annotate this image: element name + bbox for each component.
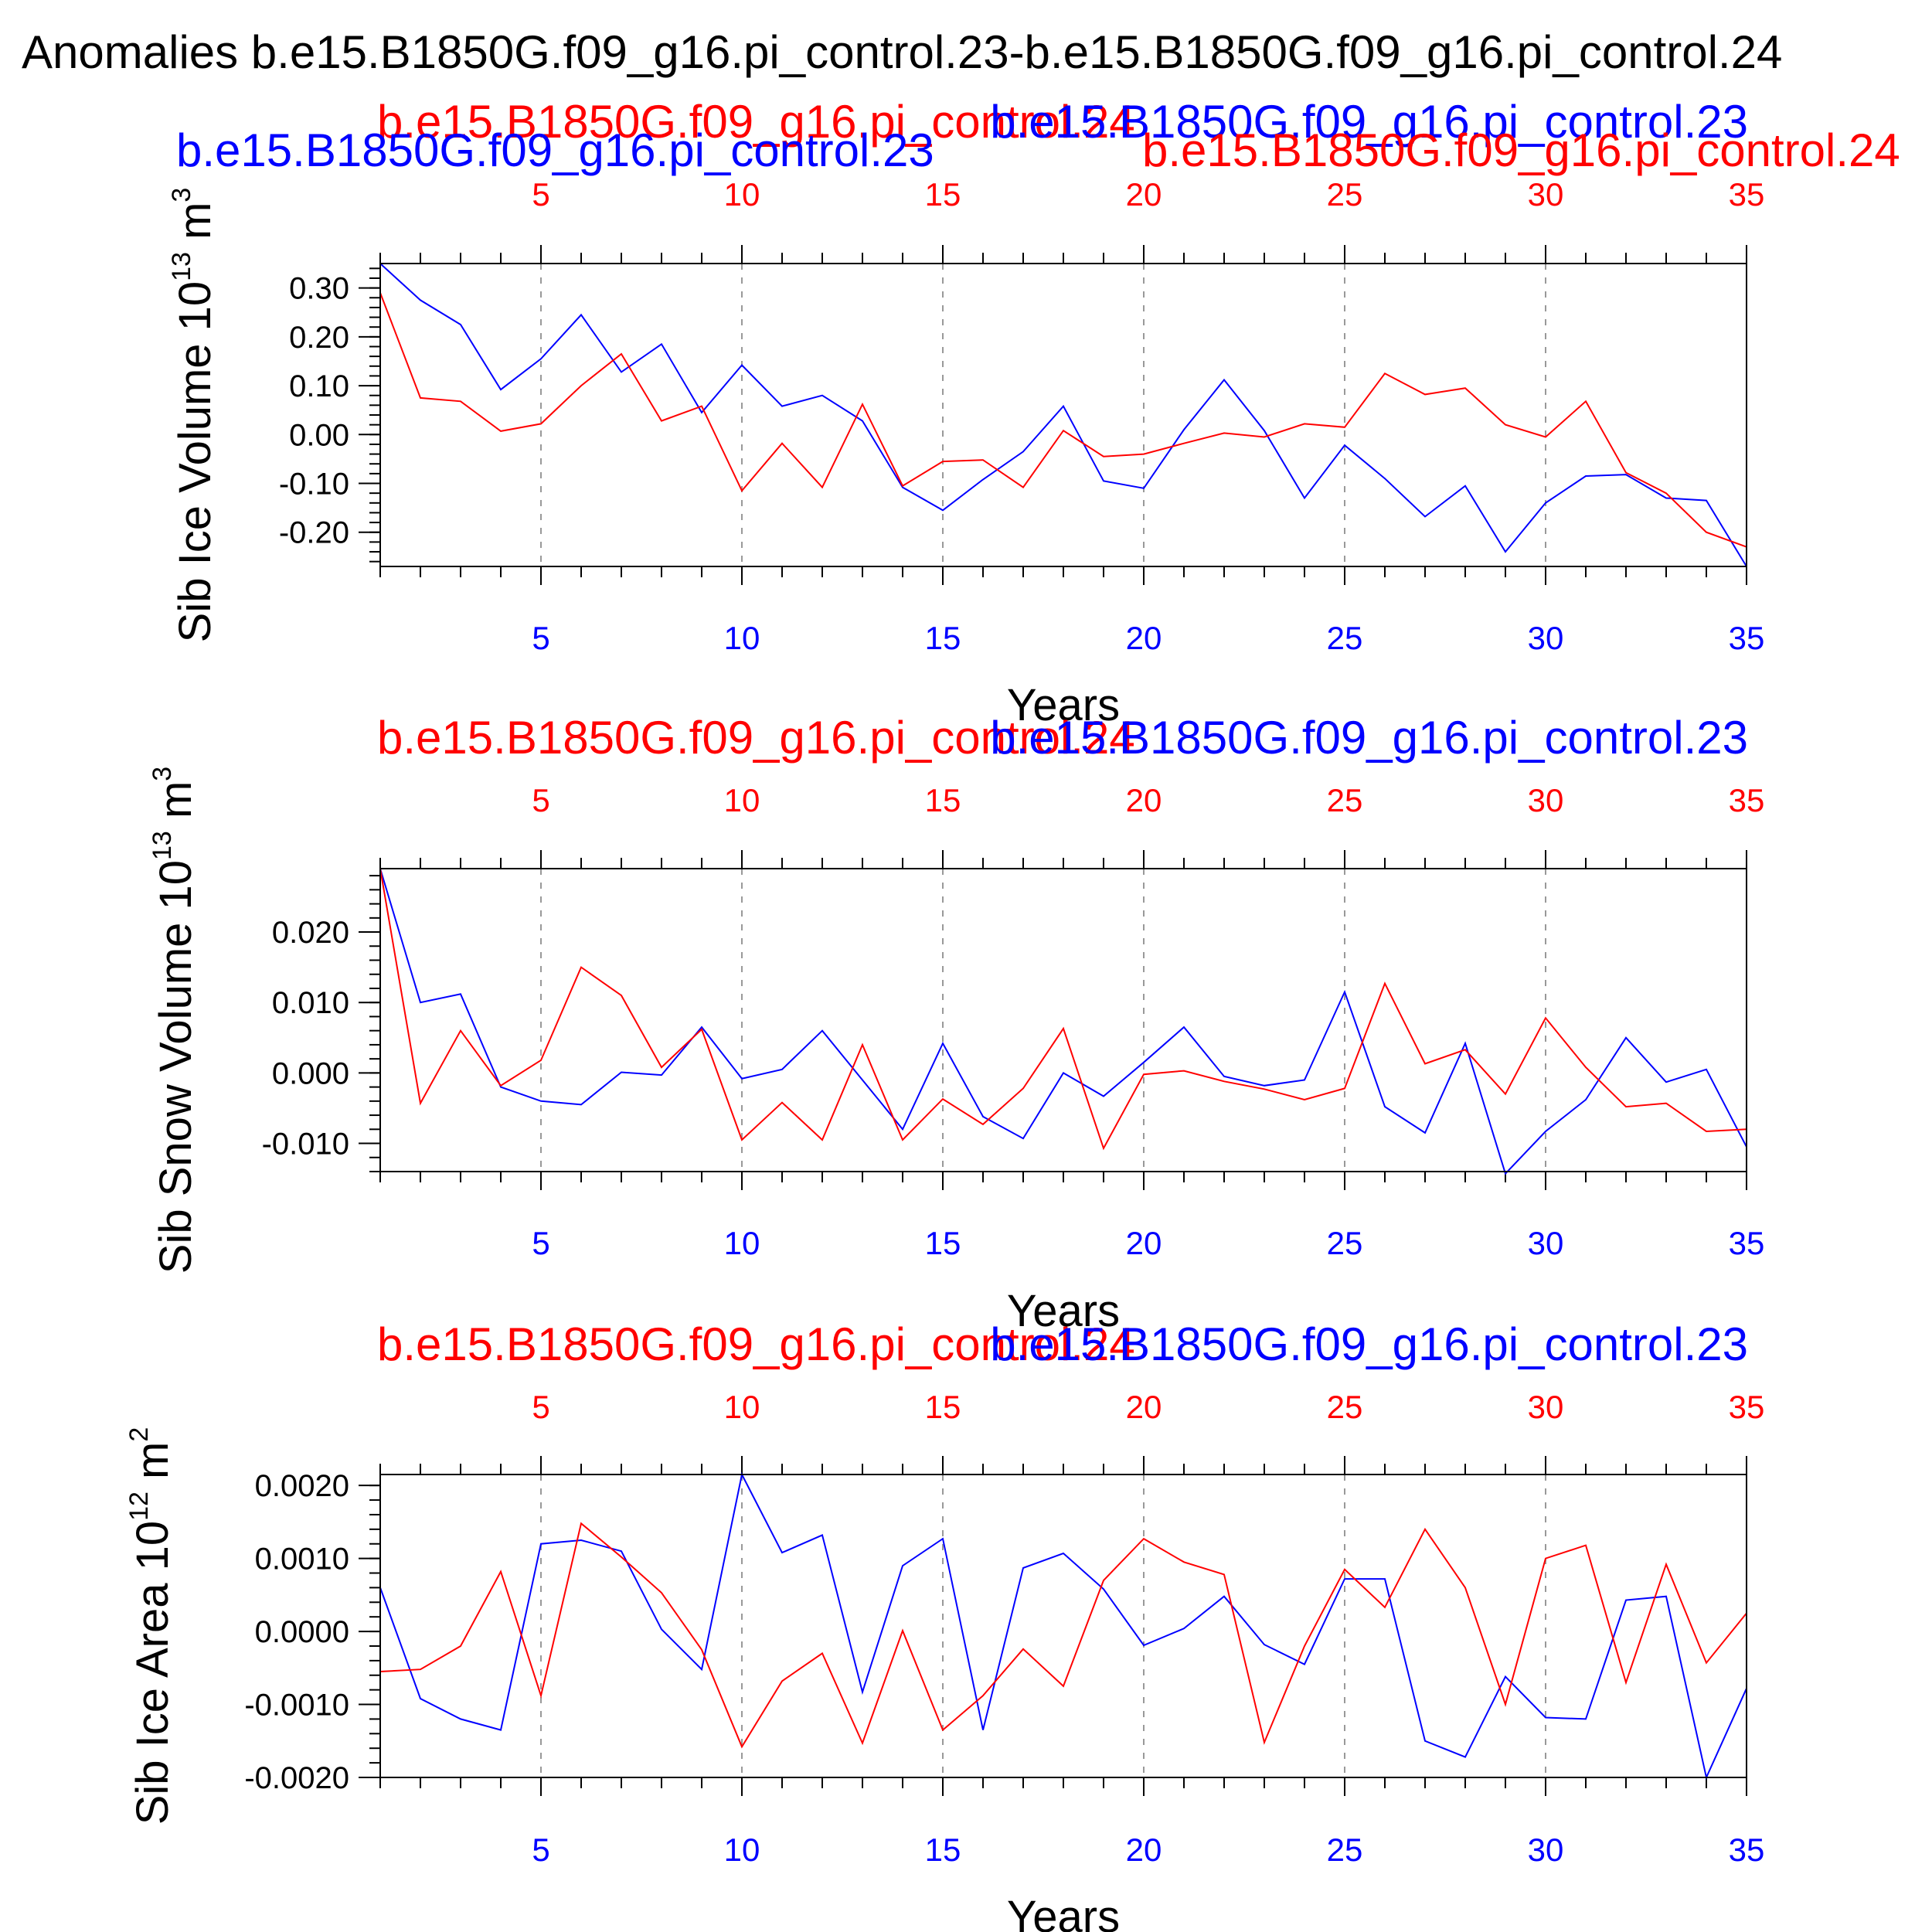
x-tick-label-top: 30 — [1528, 176, 1564, 213]
x-tick-label-bottom: 15 — [925, 1225, 961, 1261]
x-tick-label-top: 10 — [724, 782, 760, 818]
x-tick-label-top: 15 — [925, 1389, 961, 1425]
x-tick-label-top: 35 — [1729, 1389, 1765, 1425]
y-tick-label: 0.0020 — [255, 1469, 349, 1503]
y-tick-label: 0.00 — [289, 418, 349, 452]
y-label-text: m — [151, 781, 201, 831]
x-tick-label-top: 35 — [1729, 176, 1765, 213]
x-tick-label-bottom: 25 — [1327, 1225, 1363, 1261]
x-tick-label-bottom: 5 — [532, 620, 549, 656]
x-tick-label-top: 25 — [1327, 176, 1363, 213]
series-line-run24 — [379, 868, 1747, 1151]
x-tick-label-bottom: 30 — [1528, 1225, 1564, 1261]
y-tick-label: 0.020 — [272, 916, 349, 950]
run23-label: b.e15.B1850G.f09_g16.pi_control.23 — [990, 1318, 1748, 1370]
plot-frame — [379, 263, 1747, 567]
y-tick-label: -0.0020 — [244, 1761, 349, 1795]
x-tick-label-bottom: 10 — [724, 620, 760, 656]
series-line-run24 — [379, 292, 1747, 548]
run23-label-secondary: b.e15.B1850G.f09_g16.pi_control.23 — [176, 124, 934, 176]
x-tick-label-bottom: 15 — [925, 1832, 961, 1868]
series-line-run24 — [379, 1522, 1747, 1749]
panels: 0.300.200.100.00-0.10-0.2055101015152020… — [124, 96, 1900, 1932]
x-tick-label-bottom: 5 — [532, 1832, 549, 1868]
y-label-text: Sib Ice Volume 10 — [170, 281, 220, 643]
x-tick-label-top: 5 — [532, 782, 549, 818]
series-line-run23 — [379, 1472, 1747, 1781]
panel-1: 0.30 0.20 0.10 0.00 -0.10 -0.20 5 5 10 10 15 15 20 20… — [167, 96, 1900, 730]
x-tick-label-top: 30 — [1528, 782, 1564, 818]
y-tick-label: 0.010 — [272, 986, 349, 1020]
run24-label: b.e15.B1850G.f09_g16.pi_control.24 — [377, 712, 1135, 764]
x-tick-label-bottom: 25 — [1327, 620, 1363, 656]
y-axis-label: Sib Snow Volume 1013 m3 — [148, 767, 201, 1274]
y-label-exponent: 13 — [148, 831, 177, 860]
y-tick-label: 0.0010 — [255, 1543, 349, 1577]
x-tick-label-bottom: 20 — [1126, 1225, 1162, 1261]
x-tick-label-bottom: 35 — [1729, 1225, 1765, 1261]
x-tick-label-top: 20 — [1126, 1389, 1162, 1425]
panel-3: 0.0020 0.0010 0.0000 -0.0010 -0.0020 5 5 10 10 15… — [124, 1318, 1764, 1932]
y-label-exponent: 13 — [167, 252, 196, 281]
x-tick-label-top: 10 — [724, 176, 760, 213]
y-axis-label: Sib Ice Volume 1013 m3 — [167, 188, 220, 643]
y-label-text: m — [128, 1442, 178, 1492]
y-label-exponent: 3 — [148, 767, 177, 781]
x-tick-label-bottom: 25 — [1327, 1832, 1363, 1868]
y-label-exponent: 3 — [167, 188, 196, 202]
run23-label: b.e15.B1850G.f09_g16.pi_control.23 — [990, 712, 1748, 764]
plot-frame — [379, 868, 1747, 1172]
x-tick-label-bottom: 30 — [1528, 1832, 1564, 1868]
plot-frame — [379, 1474, 1747, 1778]
x-tick-label-bottom: 20 — [1126, 620, 1162, 656]
x-tick-label-top: 5 — [532, 1389, 549, 1425]
y-label-text: Sib Ice Area 10 — [128, 1521, 178, 1825]
series-line-run23 — [379, 868, 1747, 1175]
x-tick-label-bottom: 35 — [1729, 1832, 1765, 1868]
y-tick-label: -0.0010 — [244, 1689, 349, 1723]
panel-2: 0.020 0.010 0.000 -0.010 5 5 10 10 15 15 20 20 25 25 3… — [148, 712, 1764, 1336]
x-tick-label-top: 20 — [1126, 176, 1162, 213]
x-tick-label-top: 30 — [1528, 1389, 1564, 1425]
y-tick-label: 0.20 — [289, 321, 349, 355]
run24-label-secondary: b.e15.B1850G.f09_g16.pi_control.24 — [1142, 124, 1900, 176]
y-label-exponent: 12 — [124, 1492, 154, 1521]
run23-label: b.e15.B1850G.f09_g16.pi_control.23 — [990, 96, 1748, 148]
y-tick-label: -0.010 — [262, 1128, 349, 1162]
x-tick-label-top: 10 — [724, 1389, 760, 1425]
x-axis-label: Years — [1007, 1286, 1120, 1336]
x-axis-label: Years — [1007, 680, 1120, 730]
x-tick-label-top: 35 — [1729, 782, 1765, 818]
x-tick-label-top: 25 — [1327, 782, 1363, 818]
x-axis-label: Years — [1007, 1892, 1120, 1932]
x-tick-label-top: 15 — [925, 782, 961, 818]
x-tick-label-top: 25 — [1327, 1389, 1363, 1425]
y-label-text: m — [170, 202, 220, 252]
y-label-exponent: 2 — [124, 1427, 154, 1442]
x-tick-label-bottom: 15 — [925, 620, 961, 656]
x-tick-label-top: 20 — [1126, 782, 1162, 818]
y-label-text: Sib Snow Volume 10 — [151, 860, 201, 1274]
y-tick-label: 0.0000 — [255, 1615, 349, 1649]
y-tick-label: -0.10 — [279, 468, 349, 502]
y-tick-label: 0.10 — [289, 369, 349, 403]
x-tick-label-top: 5 — [532, 176, 549, 213]
y-tick-label: 0.30 — [289, 272, 349, 306]
figure-title: Anomalies b.e15.B1850G.f09_g16.pi_contro… — [22, 26, 1782, 78]
x-tick-label-bottom: 5 — [532, 1225, 549, 1261]
y-axis-label: Sib Ice Area 1012 m2 — [124, 1427, 178, 1825]
series-line-run23 — [379, 263, 1747, 567]
y-tick-label: 0.000 — [272, 1056, 349, 1090]
run24-label: b.e15.B1850G.f09_g16.pi_control.24 — [377, 1318, 1135, 1370]
x-tick-label-bottom: 20 — [1126, 1832, 1162, 1868]
run24-label: b.e15.B1850G.f09_g16.pi_control.24 — [377, 96, 1135, 148]
y-tick-label: -0.20 — [279, 516, 349, 550]
x-tick-label-bottom: 10 — [724, 1832, 760, 1868]
x-tick-label-bottom: 10 — [724, 1225, 760, 1261]
x-tick-label-bottom: 35 — [1729, 620, 1765, 656]
x-tick-label-bottom: 30 — [1528, 620, 1564, 656]
x-tick-label-top: 15 — [925, 176, 961, 213]
